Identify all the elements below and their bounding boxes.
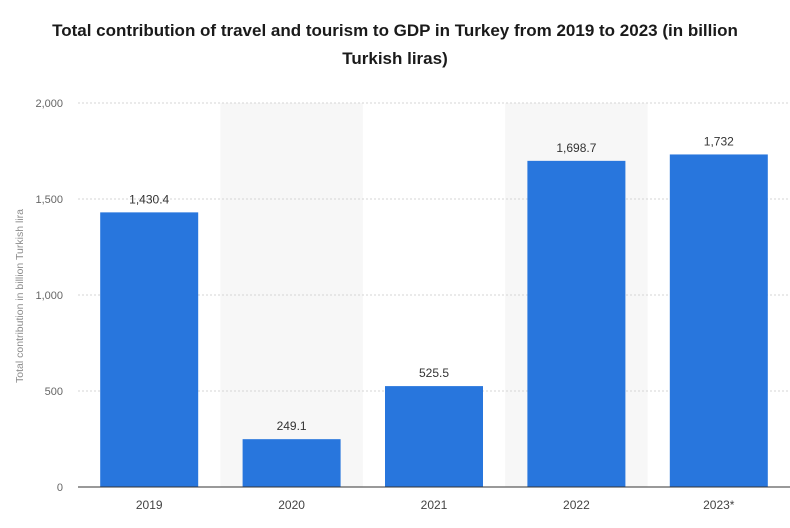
y-tick-label: 500	[45, 386, 63, 398]
x-tick-label: 2019	[136, 498, 163, 512]
bar	[242, 439, 341, 487]
value-label: 1,698.7	[556, 141, 596, 155]
chart-title: Total contribution of travel and tourism…	[52, 21, 738, 68]
y-tick-label: 0	[57, 482, 63, 494]
x-tick-label: 2022	[563, 498, 590, 512]
bars	[100, 154, 768, 487]
bar	[527, 160, 626, 487]
value-label: 1,732	[704, 134, 734, 148]
x-tick-labels: 2019 2020 2021 2022 2023*	[136, 498, 735, 512]
y-tick-label: 1,500	[35, 194, 63, 206]
x-tick-label: 2023*	[703, 498, 735, 512]
y-tick-labels: 0 500 1,000 1,500 2,000	[35, 98, 63, 494]
y-tick-label: 2,000	[35, 98, 63, 110]
bar	[385, 386, 483, 487]
y-tick-label: 1,000	[35, 290, 63, 302]
value-labels: 1,430.4 249.1 525.5 1,698.7 1,732	[129, 134, 734, 433]
x-tick-label: 2020	[278, 498, 305, 512]
value-label: 525.5	[419, 366, 449, 380]
bar	[100, 212, 199, 487]
x-tick-label: 2021	[421, 498, 448, 512]
value-label: 1,430.4	[129, 192, 169, 206]
value-label: 249.1	[277, 419, 307, 433]
bar	[669, 154, 768, 487]
